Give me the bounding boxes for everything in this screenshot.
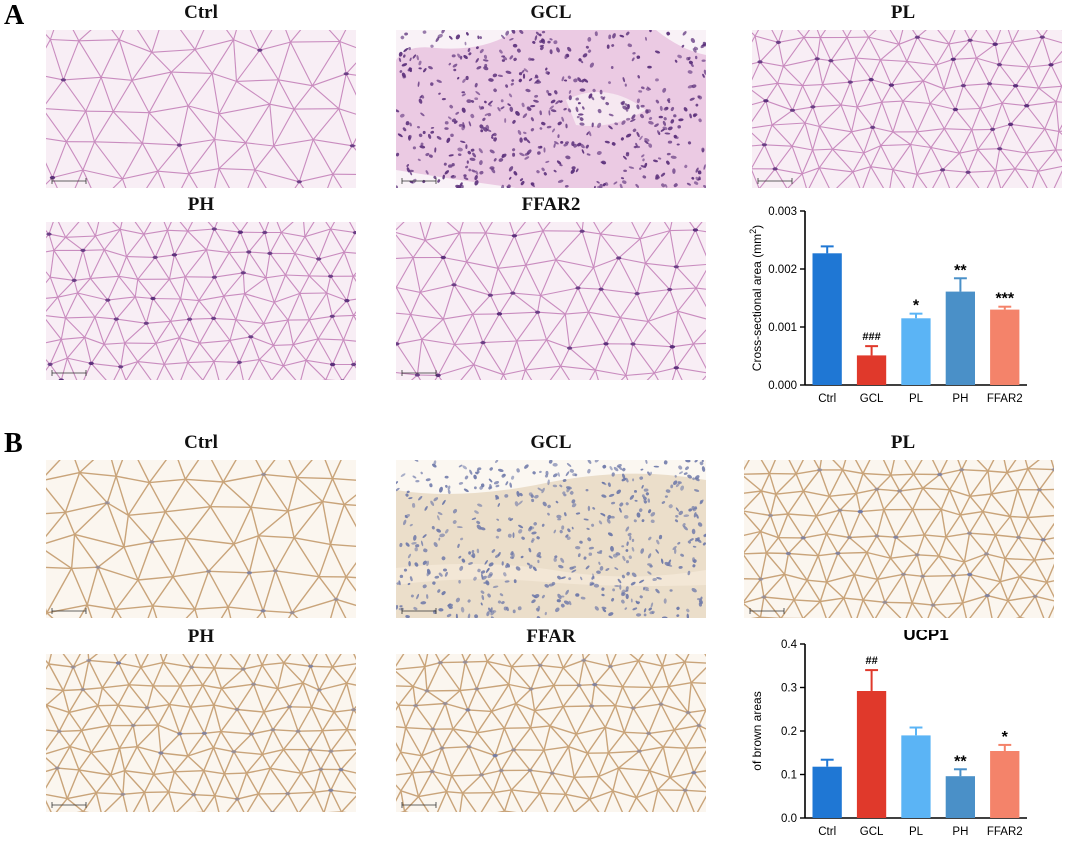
- chart-title: UCP1: [903, 630, 948, 644]
- tissue-texture: [396, 222, 706, 380]
- image-title-b-ph: PH: [187, 626, 215, 647]
- y-tick-label: 0.4: [781, 639, 798, 651]
- x-tick-label: FFAR2: [987, 393, 1023, 405]
- scale-bar: [757, 178, 793, 184]
- y-tick-label: 0.3: [781, 683, 797, 695]
- tissue-texture: [396, 30, 706, 188]
- scale-bar: [51, 178, 87, 184]
- bar-ffar2: [990, 309, 1020, 385]
- micrograph-a-ctrl: [46, 30, 356, 188]
- error-bar-ph: [953, 768, 967, 777]
- y-axis-label: of brown areas: [750, 691, 764, 770]
- micrograph-a-pl: [752, 30, 1062, 188]
- x-tick-label: PH: [952, 393, 968, 405]
- x-tick-label: Ctrl: [818, 826, 836, 838]
- error-bar-gcl: [865, 345, 879, 356]
- x-tick-label: PL: [909, 826, 924, 838]
- image-title-b-ctrl: Ctrl: [184, 432, 218, 453]
- scale-bar: [401, 370, 437, 376]
- y-tick-label: 0.003: [768, 206, 797, 218]
- significance-label: ###: [862, 331, 880, 343]
- image-title-a-ph: PH: [187, 194, 215, 215]
- x-tick-label: PL: [909, 393, 924, 405]
- bar-ph: [945, 776, 975, 818]
- image-title-a-ctrl: Ctrl: [184, 2, 218, 23]
- micrograph-a-gcl: [396, 30, 706, 188]
- bar-ctrl: [812, 253, 842, 385]
- micrograph-b-gcl: [396, 460, 706, 618]
- micrograph-a-ph: [46, 222, 356, 380]
- bar-ph: [945, 291, 975, 385]
- error-bar-pl: [909, 312, 923, 319]
- bar-chart-ucp1: UCP1 of brown areas 0.0 0.1 0.2 0.3 0.4 Ctrl GCL…: [750, 630, 1027, 838]
- significance-label: ##: [865, 655, 877, 667]
- micrograph-b-ctrl: [46, 460, 356, 618]
- scale-bar: [401, 608, 437, 614]
- tissue-texture: [46, 654, 356, 812]
- error-bar-ctrl: [820, 758, 834, 767]
- tissue-texture: [46, 222, 356, 380]
- bar-chart-cross-sectional-area: Cross-sectional area (mm2) 0.000 0.001 0.00…: [748, 206, 1027, 405]
- y-tick-label: 0.0: [781, 813, 797, 825]
- image-title-b-pl: PL: [890, 432, 916, 453]
- bar-pl: [901, 318, 931, 385]
- bar-ffar2: [990, 751, 1020, 818]
- x-tick-label: GCL: [860, 826, 884, 838]
- error-bar-ctrl: [820, 245, 834, 254]
- error-bar-pl: [909, 726, 923, 736]
- tissue-texture: [46, 30, 356, 188]
- tissue-texture: [46, 460, 356, 618]
- panel-a-letter: A: [4, 0, 25, 31]
- error-bar-gcl: [865, 669, 879, 691]
- error-bar-ffar2: [998, 743, 1012, 752]
- bar-gcl: [856, 691, 887, 818]
- micrograph-a-ffar2: [396, 222, 706, 380]
- image-title-a-pl: PL: [890, 2, 916, 23]
- scale-bar: [401, 178, 437, 184]
- tissue-texture: [744, 460, 1054, 618]
- x-tick-label: PH: [952, 826, 968, 838]
- scale-bar: [51, 802, 87, 808]
- tissue-texture: [752, 30, 1062, 188]
- tissue-texture: [396, 654, 706, 812]
- y-tick-label: 0.2: [781, 726, 797, 738]
- significance-label: **: [954, 262, 967, 279]
- bar-gcl: [856, 355, 887, 385]
- bar-pl: [901, 735, 931, 818]
- y-tick-label: 0.000: [768, 380, 797, 392]
- scale-bar: [51, 370, 87, 376]
- significance-label: ***: [995, 291, 1014, 308]
- significance-label: *: [1002, 729, 1009, 746]
- y-axis-label: Cross-sectional area (mm2): [748, 225, 764, 371]
- significance-label: *: [913, 298, 920, 315]
- error-bar-ph: [953, 277, 967, 292]
- scale-bar: [749, 608, 785, 614]
- error-bar-ffar2: [998, 305, 1012, 310]
- panel-b-letter: B: [4, 428, 23, 459]
- micrograph-b-ph: [46, 654, 356, 812]
- y-tick-label: 0.002: [768, 264, 797, 276]
- tissue-texture: [396, 460, 706, 618]
- micrograph-b-pl: [744, 460, 1054, 618]
- bar-ctrl: [812, 766, 842, 818]
- image-title-b-ffar: FFAR: [526, 626, 576, 647]
- micrograph-b-ffar: [396, 654, 706, 812]
- image-title-b-gcl: GCL: [530, 432, 572, 453]
- y-tick-label: 0.1: [781, 770, 797, 782]
- image-title-a-gcl: GCL: [530, 2, 572, 23]
- scale-bar: [51, 608, 87, 614]
- y-tick-label: 0.001: [768, 322, 797, 334]
- x-tick-label: FFAR2: [987, 826, 1023, 838]
- x-tick-label: Ctrl: [818, 393, 836, 405]
- significance-label: **: [954, 753, 967, 770]
- image-title-a-ffar2: FFAR2: [521, 194, 581, 215]
- scale-bar: [401, 802, 437, 808]
- x-tick-label: GCL: [860, 393, 884, 405]
